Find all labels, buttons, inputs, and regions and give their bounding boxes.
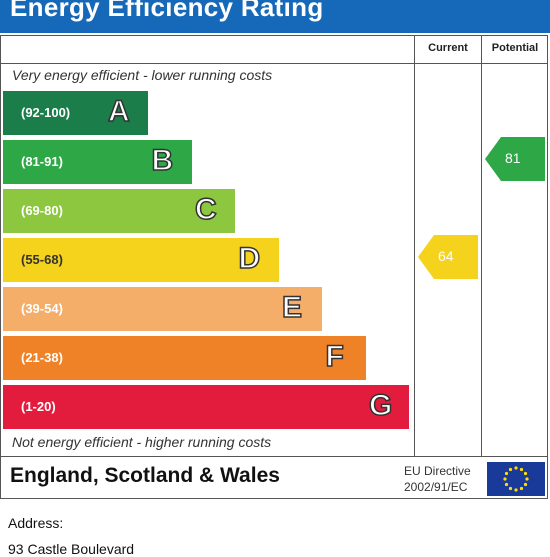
header-bar: Energy Efficiency Rating [0,0,550,33]
footer-divider [0,456,548,457]
current-rating-pointer-value: 64 [438,248,454,264]
eu-directive: EU Directive 2002/91/EC [404,463,471,495]
potential-column-divider [481,35,482,457]
band-c: (69-80) C [3,189,235,233]
header-divider [0,63,548,64]
address-label: Address: [8,515,64,531]
region-label: England, Scotland & Wales [10,464,280,487]
current-rating-pointer: 64 [418,235,478,279]
potential-rating-pointer-value: 81 [505,150,521,166]
eu-flag-icon [487,462,545,496]
band-letter: D [238,241,261,276]
band-range: (55-68) [21,252,63,267]
band-b: (81-91) B [3,140,192,184]
band-range: (1-20) [21,399,56,414]
current-column-divider [414,35,415,457]
band-letter: F [325,339,345,374]
band-g: (1-20) G [3,385,409,429]
band-f: (21-38) F [3,336,366,380]
eu-directive-line2: 2002/91/EC [404,480,468,494]
potential-rating-pointer: 81 [485,137,545,181]
band-d: (55-68) D [3,238,279,282]
address-line: 93 Castle Boulevard [8,541,135,557]
band-range: (21-38) [21,350,63,365]
band-letter: A [107,94,130,129]
band-e: (39-54) E [3,287,322,331]
band-range: (92-100) [21,105,71,120]
chart-title: Energy Efficiency Rating [10,0,324,22]
band-letter: C [194,192,217,227]
top-note: Very energy efficient - lower running co… [12,67,273,83]
chart-frame [0,35,548,499]
bottom-note: Not energy efficient - higher running co… [12,434,272,450]
band-letter: B [151,143,174,178]
band-letter: E [281,290,303,325]
band-range: (69-80) [21,203,63,218]
band-range: (81-91) [21,154,63,169]
potential-column-header: Potential [491,42,539,54]
band-a: (92-100) A [3,91,148,135]
band-letter: G [368,388,393,423]
eu-directive-line1: EU Directive [404,464,471,478]
band-range: (39-54) [21,301,63,316]
current-column-header: Current [428,42,468,54]
